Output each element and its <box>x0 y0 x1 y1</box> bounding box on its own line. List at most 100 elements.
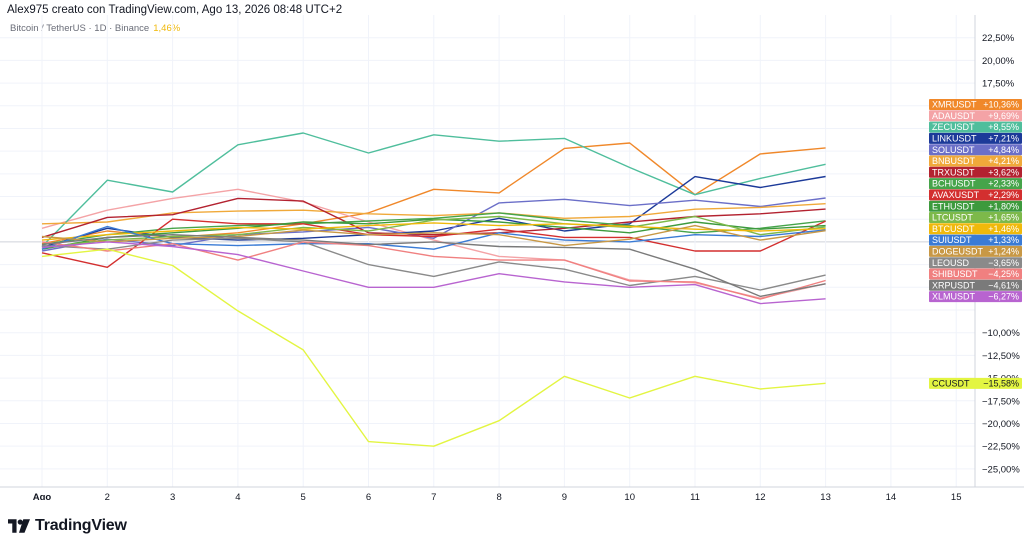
series-badge-zecusdt[interactable]: ZECUSDT +8,55% <box>929 121 1022 133</box>
series-line-solusdt[interactable] <box>41 197 826 252</box>
series-badge-leousd[interactable]: LEOUSD −3,65% <box>929 257 1022 269</box>
x-tick-label: 14 <box>886 492 897 500</box>
series-badge-change: +1,80% <box>988 201 1019 211</box>
series-badge-background <box>929 245 1022 257</box>
x-tick-label: 12 <box>755 492 766 500</box>
series-line-ccusdt[interactable] <box>41 248 826 447</box>
series-badge-ltcusdt[interactable]: LTCUSDT +1,65% <box>929 212 1022 223</box>
y-tick-label: −12,50% <box>982 351 1020 362</box>
y-tick-label: −22,50% <box>982 442 1020 453</box>
series-badge-name: TRXUSDT <box>932 167 975 177</box>
series-badge-adausdt[interactable]: ADAUSDT +9,69% <box>929 110 1022 122</box>
series-badge-change: +1,46% <box>988 224 1019 234</box>
series-badge-name: SOLUSDT <box>932 145 975 155</box>
series-badge-name: LEOUSD <box>932 258 970 268</box>
series-badge-shibusdt[interactable]: SHIBUSDT −4,25% <box>929 268 1022 280</box>
time-axis[interactable]: Ago 2 3 4 5 6 7 8 9 10 11 12 13 14 15 <box>33 492 962 500</box>
series-badge-solusdt[interactable]: SOLUSDT +4,84% <box>929 144 1022 156</box>
series-badge-background <box>929 234 1022 246</box>
x-tick-label: 13 <box>820 492 831 500</box>
series-line-xlmusdt[interactable] <box>41 241 826 305</box>
series-badge-change: +1,24% <box>988 247 1019 257</box>
series-badge-name: LTCUSDT <box>932 213 973 223</box>
series-badge-background <box>929 377 1022 389</box>
series-badge-bchusdt[interactable]: BCHUSDT +2,33% <box>929 178 1022 190</box>
series-badge-xrpusdt[interactable]: XRPUSDT −4,61% <box>929 279 1022 291</box>
series-badge-linkusdt[interactable]: LINKUSDT +7,21% <box>929 132 1022 144</box>
series-line-avaxusdt[interactable] <box>41 218 826 268</box>
series-line-ltcusdt[interactable] <box>41 215 826 249</box>
series-line-shibusdt[interactable] <box>41 241 826 300</box>
series-badge-background <box>929 268 1022 280</box>
y-tick-label: 17,50% <box>982 79 1015 90</box>
symbol-change: 1,46% <box>153 23 181 34</box>
series-badge-btcusdt[interactable]: BTCUSDT +1,46% <box>929 223 1022 235</box>
series-badge-change: +1,33% <box>988 235 1019 245</box>
series-badge-change: −15,58% <box>983 378 1019 388</box>
series-badge-background <box>929 212 1022 223</box>
series-badge-bnbusdt[interactable]: BNBUSDT +4,21% <box>929 155 1022 167</box>
series-badge-change: +7,21% <box>988 134 1019 144</box>
series-badge-name: BTCUSDT <box>932 224 975 234</box>
series-line-btcusdt[interactable] <box>41 222 826 241</box>
series-badge-background <box>929 178 1022 190</box>
series-badge-ethusdt[interactable]: ETHUSDT +1,80% <box>929 200 1022 212</box>
symbol-label: Bitcoin / TetherUS · 1D · Binance <box>10 23 150 34</box>
series-badge-name: SUIUSDT <box>932 235 972 245</box>
series-badge-name: XMRUSDT <box>932 100 977 110</box>
series-line-linkusdt[interactable] <box>41 175 826 249</box>
symbol-legend[interactable]: Bitcoin / TetherUS · 1D · Binance 1,46% <box>10 23 180 34</box>
series-badge-name: DOGEUSDT <box>932 247 984 257</box>
series-badge-ccusdt[interactable]: CCUSDT −15,58% <box>929 377 1022 389</box>
series-badge-change: +8,55% <box>988 122 1019 132</box>
series-badge-name: LINKUSDT <box>932 134 977 144</box>
x-tick-label: Ago <box>33 492 52 500</box>
series-line-zecusdt[interactable] <box>41 132 826 247</box>
x-tick-label: 8 <box>496 492 501 500</box>
series-lines <box>41 132 826 447</box>
series-line-xrpusdt[interactable] <box>41 233 826 298</box>
series-badge-xmrusdt[interactable]: XMRUSDT +10,36% <box>929 99 1022 110</box>
series-line-adausdt[interactable] <box>41 188 826 299</box>
comparison-line-chart[interactable]: 22,50%20,00%17,50%−2,50%−10,00%−12,50%−1… <box>0 0 1024 500</box>
series-badge-name: AVAXUSDT <box>932 190 980 200</box>
y-tick-label: 20,00% <box>982 56 1015 67</box>
series-badge-background <box>929 110 1022 122</box>
series-line-bnbusdt[interactable] <box>41 203 826 225</box>
series-badge-change: +4,84% <box>988 145 1019 155</box>
series-badge-suiusdt[interactable]: SUIUSDT +1,33% <box>929 234 1022 246</box>
series-badge-background <box>929 132 1022 144</box>
series-badge-change: +9,69% <box>988 111 1019 121</box>
series-line-dogeusdt[interactable] <box>41 224 826 247</box>
series-badge-change: +2,33% <box>988 179 1019 189</box>
series-badge-background <box>929 189 1022 201</box>
x-tick-label: 3 <box>170 492 175 500</box>
series-badge-background <box>929 121 1022 133</box>
series-badge-background <box>929 144 1022 156</box>
series-badge-dogeusdt[interactable]: DOGEUSDT +1,24% <box>929 245 1022 257</box>
series-line-leousd[interactable] <box>41 237 826 291</box>
series-line-ethusdt[interactable] <box>41 218 826 250</box>
x-tick-label: 2 <box>105 492 110 500</box>
series-badge-name: CCUSDT <box>932 378 970 388</box>
series-badge-name: BNBUSDT <box>932 156 976 166</box>
series-badge-name: ZECUSDT <box>932 122 975 132</box>
series-badges: XMRUSDT +10,36% ADAUSDT +9,69% ZECUSDT +8,55%… <box>929 99 1022 389</box>
series-badge-change: +10,36% <box>983 100 1019 110</box>
tradingview-brand[interactable]: TradingView <box>8 517 127 535</box>
series-line-bchusdt[interactable] <box>41 212 826 246</box>
series-badge-change: +4,21% <box>988 156 1019 166</box>
series-badge-background <box>929 279 1022 291</box>
x-tick-label: 11 <box>690 492 700 500</box>
series-badge-trxusdt[interactable]: TRXUSDT +3,62% <box>929 166 1022 178</box>
tradingview-logo-icon <box>8 519 30 533</box>
series-badge-background <box>929 291 1022 303</box>
series-badge-name: ADAUSDT <box>932 111 976 121</box>
x-tick-label: 6 <box>366 492 371 500</box>
series-badge-xlmusdt[interactable]: XLMUSDT −6,27% <box>929 291 1022 303</box>
series-badge-background <box>929 223 1022 235</box>
series-badge-background <box>929 166 1022 178</box>
series-badge-avaxusdt[interactable]: AVAXUSDT +2,29% <box>929 189 1022 201</box>
x-tick-label: 9 <box>562 492 567 500</box>
x-tick-label: 15 <box>951 492 962 500</box>
